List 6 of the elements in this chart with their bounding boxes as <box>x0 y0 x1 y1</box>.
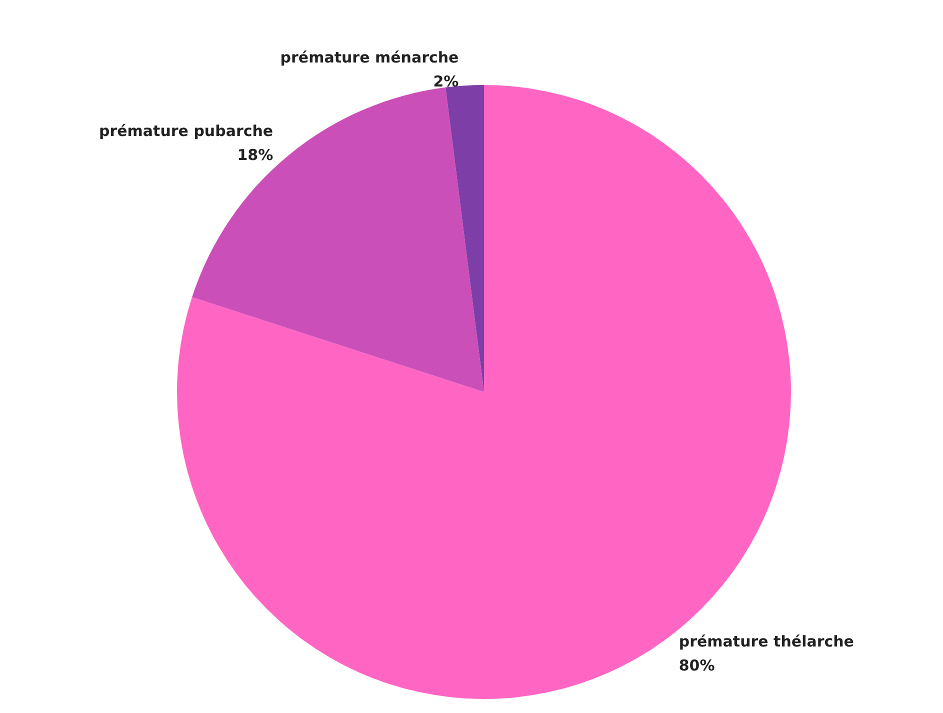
slice-label: prémature ménarche <box>280 48 459 67</box>
slice-label: prémature thélarche <box>678 632 854 650</box>
data-label: 2% <box>433 72 459 91</box>
data-label: 18% <box>237 146 274 164</box>
slice-label: prémature pubarche <box>98 122 274 140</box>
data-label: 80% <box>678 656 715 674</box>
